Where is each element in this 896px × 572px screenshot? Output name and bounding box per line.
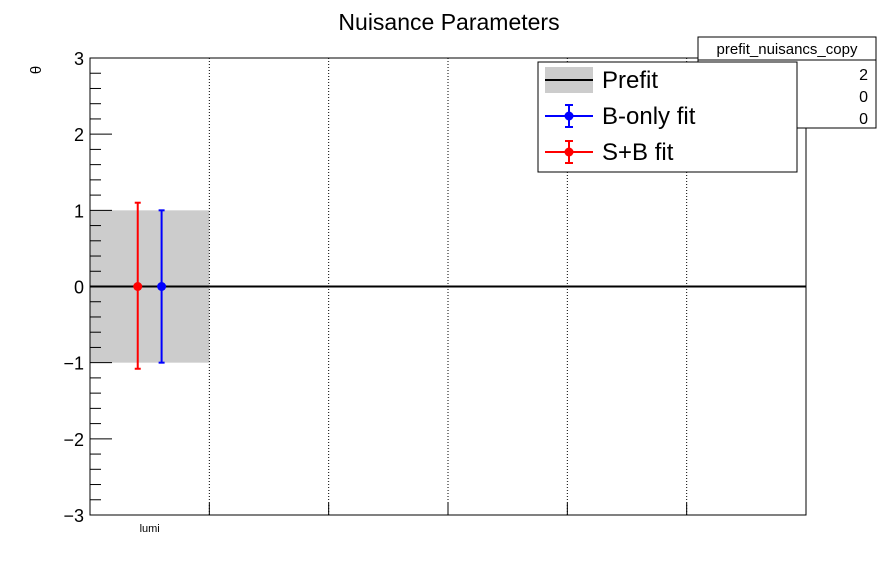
x-tick-label: lumi xyxy=(140,523,160,535)
x-axis: lumi xyxy=(140,503,688,535)
y-tick-label: −2 xyxy=(63,430,84,450)
legend-b-only-marker xyxy=(564,111,574,121)
y-tick-label: 1 xyxy=(74,201,84,221)
stats-box-title: prefit_nuisancs_copy xyxy=(717,41,858,58)
y-tick-label: 0 xyxy=(74,278,84,298)
stats-box-value: 2 xyxy=(859,67,868,84)
chart-title: Nuisance Parameters xyxy=(338,9,559,35)
legend-entry-s-plus-b: S+B fit xyxy=(545,139,674,166)
legend-entry-b-only: B-only fit xyxy=(545,103,696,130)
y-tick-label: −1 xyxy=(63,354,84,374)
y-tick-label: −3 xyxy=(63,506,84,526)
legend-entry-prefit: Prefit xyxy=(545,67,658,94)
y-tick-label: 3 xyxy=(74,49,84,69)
data-point xyxy=(157,282,167,291)
legend-label-prefit: Prefit xyxy=(602,67,658,94)
y-axis-label: θ xyxy=(28,66,45,74)
stats-box-value: 0 xyxy=(859,111,868,128)
y-axis: 3 2 1 0 −1 −2 −3 xyxy=(63,49,112,526)
legend-label-b-only: B-only fit xyxy=(602,103,696,130)
legend: Prefit B-only fit S+B fit xyxy=(537,61,798,173)
data-point xyxy=(133,282,143,291)
legend-s-plus-b-marker xyxy=(564,147,574,157)
legend-label-s-plus-b: S+B fit xyxy=(602,139,674,166)
stats-box-value: 0 xyxy=(859,89,868,106)
y-tick-label: 2 xyxy=(74,125,84,145)
